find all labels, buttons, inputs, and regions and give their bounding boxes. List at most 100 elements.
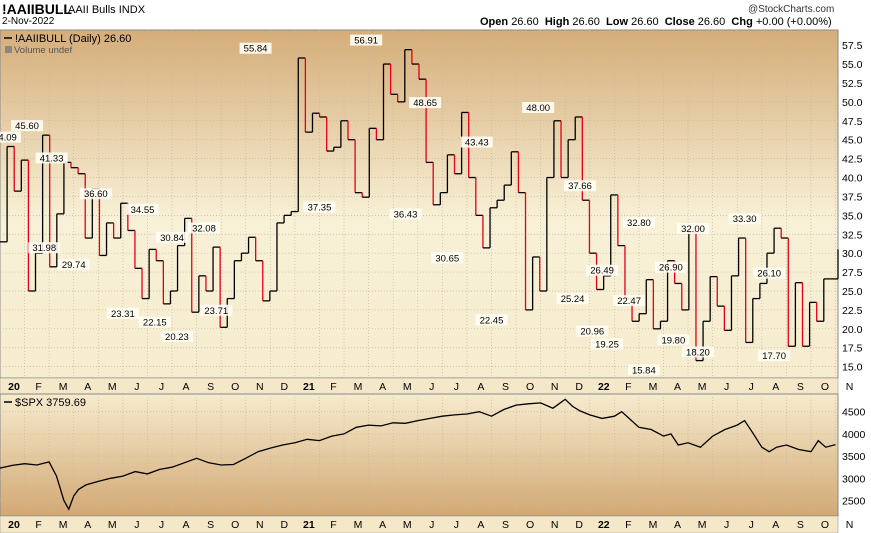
y-tick-label: 3000 <box>842 473 866 485</box>
close-label: Close <box>664 16 695 28</box>
annotation-bg <box>475 314 508 326</box>
annotation-bg <box>350 34 383 46</box>
annotation-label: 20.23 <box>165 332 189 343</box>
x-tick-label: J <box>454 381 459 393</box>
annotation-bg <box>160 331 193 343</box>
x-tick-label: A <box>674 519 681 531</box>
x-tick-label: J <box>159 519 164 531</box>
exchange-name: INDX <box>118 4 146 16</box>
x-tick-label: D <box>575 519 583 531</box>
x-tick-label: S <box>207 381 214 393</box>
annotation-label: 37.35 <box>308 203 332 214</box>
legend-label: !AAIIBULL (Daily) 26.60 <box>15 33 131 45</box>
y-tick-label: 55.0 <box>842 59 863 71</box>
x-tick-label: J <box>134 381 139 393</box>
x-tick-label: M <box>698 381 707 393</box>
x-tick-label: J <box>454 519 459 531</box>
x-tick-label: N <box>551 381 559 393</box>
x-tick-label: J <box>429 519 434 531</box>
x-tick-label: A <box>183 381 190 393</box>
bulls-panel: 15.0 17.5 20.0 22.5 25.0 27.5 30.0 32.5 35.0 37.5… <box>0 29 863 395</box>
annotation-bg <box>522 102 555 113</box>
x-tick-label: M <box>403 519 412 531</box>
annotation-bg <box>627 364 660 376</box>
annotation-bg <box>79 188 112 200</box>
annotation-label: 19.80 <box>661 335 685 346</box>
annotation-label: 41.33 <box>40 153 64 164</box>
annotation-label: 56.91 <box>354 36 378 47</box>
annotation-bg <box>187 222 220 234</box>
annotation-label: 34.55 <box>131 205 155 216</box>
x-tick-label: F <box>625 519 631 531</box>
x-tick-label: F <box>35 381 41 393</box>
x-tick-label: O <box>821 381 829 393</box>
x-tick-label: M <box>354 519 363 531</box>
open-value: 26.60 <box>511 16 539 28</box>
chg-label: Chg <box>731 16 753 28</box>
x-tick-label: J <box>429 381 434 393</box>
legend-swatch <box>5 46 12 53</box>
x-tick-label: J <box>749 381 754 393</box>
x-tick-label: 20 <box>8 519 20 531</box>
y-tick-label: 57.5 <box>842 40 863 52</box>
x-tick-label: M <box>649 519 658 531</box>
x-tick-label: 20 <box>8 381 20 393</box>
x-tick-label: D <box>281 381 289 393</box>
annotation-label: 36.43 <box>394 210 418 221</box>
x-tick-label: A <box>674 381 681 393</box>
x-tick-label: A <box>379 519 386 531</box>
x-tick-label: 22 <box>598 519 610 531</box>
annotation-label: 33.30 <box>733 214 757 225</box>
chg-value: +0.00 (+0.00%) <box>755 16 832 28</box>
annotation-bg <box>728 213 761 225</box>
open-label: Open <box>480 16 509 28</box>
annotation-bg <box>126 203 159 215</box>
y-tick-label: 4500 <box>842 407 866 419</box>
x-axis-band <box>0 515 839 533</box>
x-tick-label: M <box>354 381 363 393</box>
x-tick-label: A <box>772 381 779 393</box>
y-tick-label: 42.5 <box>842 154 863 166</box>
legend-label: Volume undef <box>14 45 72 56</box>
chart-description: AAII Bulls INDX <box>68 4 145 16</box>
spx-line <box>0 398 836 511</box>
annotation-label: 37.66 <box>568 181 592 192</box>
annotation-bg <box>106 307 139 319</box>
annotation-bg <box>0 131 21 143</box>
y-tick-label: 22.5 <box>842 305 863 317</box>
annotation-bg <box>586 264 619 276</box>
annotation-bg <box>28 242 61 254</box>
annotation-bg <box>681 346 714 358</box>
x-tick-label: N <box>846 381 854 393</box>
ohlc-readout: Open 26.60 High 26.60 Low 26.60 Close 26… <box>480 16 832 28</box>
x-tick-label: M <box>59 519 68 531</box>
annotation-label: 15.84 <box>632 365 656 376</box>
annotation-label: 36.60 <box>84 189 108 200</box>
x-tick-label: O <box>821 519 829 531</box>
y-tick-label: 2500 <box>842 495 866 507</box>
x-tick-label: D <box>281 519 289 531</box>
close-value: 26.60 <box>697 16 726 28</box>
annotation-bg <box>200 304 233 316</box>
chart-date: 2-Nov-2022 <box>2 16 55 27</box>
x-tick-label: A <box>84 519 91 531</box>
annotation-label: 48.65 <box>413 98 437 109</box>
y-tick-label: 35.0 <box>842 210 863 222</box>
annotation-label: 30.84 <box>160 233 184 244</box>
annotation-bg <box>556 293 589 305</box>
spx-panel: 2500 3000 3500 4000 4500 20 F M A M J J A S O N D 21 F M A M J… <box>0 393 866 533</box>
x-tick-label: S <box>797 519 804 531</box>
annotation-label: 32.08 <box>192 223 216 234</box>
x-tick-label: O <box>526 381 534 393</box>
watermark: @StockCharts.com <box>748 4 835 15</box>
annotation-bg <box>303 201 336 213</box>
y-tick-label: 32.5 <box>842 229 863 241</box>
x-tick-label: S <box>502 519 509 531</box>
annotation-label: 43.43 <box>465 138 489 149</box>
annotation-bg <box>138 316 171 328</box>
x-tick-label: N <box>846 519 854 531</box>
annotation-label: 29.74 <box>62 260 86 271</box>
high-label: High <box>544 16 570 28</box>
y-tick-label: 15.0 <box>842 362 863 374</box>
y-tick-label: 47.5 <box>842 116 863 128</box>
